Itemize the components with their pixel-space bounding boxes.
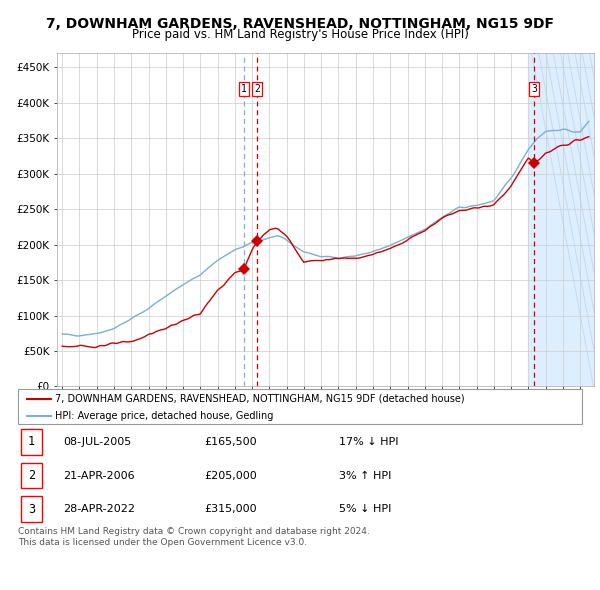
Text: £165,500: £165,500	[204, 437, 257, 447]
Text: 28-APR-2022: 28-APR-2022	[63, 504, 135, 514]
Text: 1: 1	[28, 435, 35, 448]
Text: £315,000: £315,000	[204, 504, 257, 514]
Text: 21-APR-2006: 21-APR-2006	[63, 471, 135, 480]
Text: HPI: Average price, detached house, Gedling: HPI: Average price, detached house, Gedl…	[55, 411, 273, 421]
Text: 3% ↑ HPI: 3% ↑ HPI	[340, 471, 392, 480]
FancyBboxPatch shape	[21, 496, 42, 522]
Text: £205,000: £205,000	[204, 471, 257, 480]
Text: 08-JUL-2005: 08-JUL-2005	[63, 437, 131, 447]
FancyBboxPatch shape	[18, 389, 582, 424]
FancyBboxPatch shape	[21, 429, 42, 455]
Text: 1: 1	[241, 84, 247, 94]
Text: 2: 2	[254, 84, 260, 94]
Bar	[529, 53, 594, 386]
Text: Contains HM Land Registry data © Crown copyright and database right 2024.
This d: Contains HM Land Registry data © Crown c…	[18, 527, 370, 547]
Text: 17% ↓ HPI: 17% ↓ HPI	[340, 437, 399, 447]
Text: 2: 2	[28, 469, 35, 482]
Text: 7, DOWNHAM GARDENS, RAVENSHEAD, NOTTINGHAM, NG15 9DF: 7, DOWNHAM GARDENS, RAVENSHEAD, NOTTINGH…	[46, 17, 554, 31]
FancyBboxPatch shape	[21, 463, 42, 489]
Text: Price paid vs. HM Land Registry's House Price Index (HPI): Price paid vs. HM Land Registry's House …	[131, 28, 469, 41]
Text: 3: 3	[531, 84, 537, 94]
Text: 3: 3	[28, 503, 35, 516]
Text: 7, DOWNHAM GARDENS, RAVENSHEAD, NOTTINGHAM, NG15 9DF (detached house): 7, DOWNHAM GARDENS, RAVENSHEAD, NOTTINGH…	[55, 394, 464, 404]
Text: 5% ↓ HPI: 5% ↓ HPI	[340, 504, 392, 514]
